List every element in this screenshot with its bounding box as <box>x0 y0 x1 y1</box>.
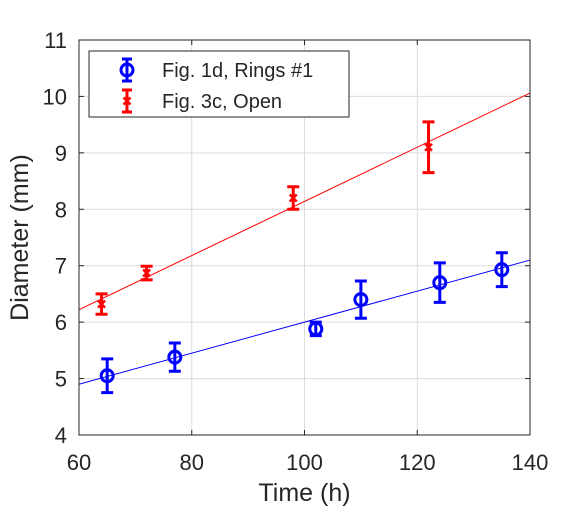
error-bar <box>168 341 181 373</box>
x-tick-labels: 60 80 100 120 140 <box>67 450 549 475</box>
y-tick-label: 10 <box>43 84 67 109</box>
data-point-x <box>97 299 106 309</box>
x-tick-label: 140 <box>512 450 549 475</box>
data-point-x <box>288 193 298 203</box>
fit-line <box>78 259 531 385</box>
legend-label: Fig. 3c, Open <box>162 91 282 113</box>
y-tick-labels: 4 5 6 7 8 9 10 11 <box>43 28 67 448</box>
fit-line <box>78 92 531 311</box>
y-tick-label: 5 <box>55 367 67 392</box>
legend-items: Fig. 1d, Rings #1 Fig. 3c, Open <box>119 57 313 114</box>
y-tick-label: 11 <box>44 28 67 53</box>
data-point-x <box>142 268 152 278</box>
fit-lines <box>78 92 531 385</box>
data-point-circle <box>99 368 115 384</box>
x-axis-label: Time (h) <box>258 479 350 507</box>
data-markers <box>97 142 510 384</box>
data-point-circle <box>167 349 183 365</box>
y-tick-label: 8 <box>55 197 67 222</box>
error-bar <box>101 357 114 395</box>
data-point-x <box>424 142 433 152</box>
error-bar <box>354 279 367 320</box>
data-point-circle <box>432 275 448 291</box>
y-tick-label: 7 <box>55 254 67 279</box>
legend-box <box>88 50 350 118</box>
data-point-circle <box>494 262 510 278</box>
y-axis-label: Diameter (mm) <box>6 154 34 321</box>
error-bar <box>433 261 446 304</box>
data-point-x <box>122 96 132 106</box>
error-bars <box>95 120 508 395</box>
y-tick-label: 6 <box>55 310 67 335</box>
legend-label: Fig. 1d, Rings #1 <box>162 60 313 82</box>
y-tick-label: 4 <box>55 423 67 448</box>
error-bar <box>495 251 508 289</box>
data-point-circle <box>119 62 135 78</box>
data-point-circle <box>353 292 369 308</box>
x-tick-label: 120 <box>399 450 436 475</box>
data-point-circle <box>308 321 324 337</box>
y-tick-label: 9 <box>55 141 67 166</box>
x-tick-label: 100 <box>286 450 323 475</box>
x-tick-label: 60 <box>67 450 91 475</box>
axis-ticks <box>78 39 531 436</box>
legend: Fig. 1d, Rings #1 Fig. 3c, Open <box>88 50 350 118</box>
x-tick-label: 80 <box>180 450 204 475</box>
